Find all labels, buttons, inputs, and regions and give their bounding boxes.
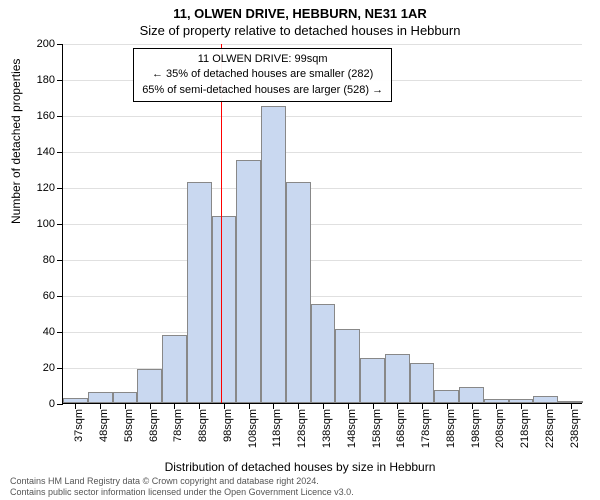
y-tick-label: 60	[43, 290, 55, 302]
x-tick-label: 148sqm	[346, 409, 358, 448]
y-axis-title: Number of detached properties	[9, 59, 23, 224]
histogram-bar	[162, 335, 187, 403]
x-tick-label: 68sqm	[148, 409, 160, 442]
y-tick	[57, 44, 63, 45]
grid-line	[63, 152, 582, 153]
x-tick-label: 158sqm	[371, 409, 383, 448]
histogram-bar	[187, 182, 212, 403]
page-title-sub: Size of property relative to detached ho…	[0, 21, 600, 38]
y-tick	[57, 224, 63, 225]
y-tick-label: 200	[37, 38, 55, 50]
x-tick-label: 88sqm	[197, 409, 209, 442]
x-tick-label: 178sqm	[420, 409, 432, 448]
y-tick-label: 120	[37, 182, 55, 194]
histogram-bar	[410, 363, 435, 403]
x-tick-label: 138sqm	[321, 409, 333, 448]
x-tick-label: 78sqm	[172, 409, 184, 442]
histogram-bar	[137, 369, 162, 403]
x-tick-label: 218sqm	[519, 409, 531, 448]
y-tick-label: 140	[37, 146, 55, 158]
x-tick-label: 238sqm	[569, 409, 581, 448]
annotation-line: 65% of semi-detached houses are larger (…	[142, 83, 383, 98]
annotation-line: ← 35% of detached houses are smaller (28…	[142, 67, 383, 82]
histogram-chart: 02040608010012014016018020037sqm48sqm58s…	[62, 44, 582, 404]
histogram-bar	[88, 392, 113, 403]
histogram-bar	[459, 387, 484, 403]
y-tick	[57, 188, 63, 189]
histogram-bar	[335, 329, 360, 403]
x-tick-label: 128sqm	[296, 409, 308, 448]
histogram-bar	[533, 396, 558, 403]
x-tick-label: 228sqm	[544, 409, 556, 448]
y-tick	[57, 368, 63, 369]
y-tick-label: 180	[37, 74, 55, 86]
annotation-box: 11 OLWEN DRIVE: 99sqm ← 35% of detached …	[133, 48, 392, 102]
grid-line	[63, 296, 582, 297]
y-tick	[57, 260, 63, 261]
footer-line: Contains HM Land Registry data © Crown c…	[10, 476, 354, 487]
x-tick-label: 58sqm	[123, 409, 135, 442]
y-tick-label: 100	[37, 218, 55, 230]
x-axis-title: Distribution of detached houses by size …	[0, 460, 600, 474]
histogram-bar	[286, 182, 311, 403]
y-tick	[57, 80, 63, 81]
x-tick-label: 118sqm	[271, 409, 283, 447]
x-tick-label: 108sqm	[247, 409, 259, 448]
x-tick-label: 37sqm	[73, 409, 85, 442]
grid-line	[63, 188, 582, 189]
x-tick-label: 208sqm	[494, 409, 506, 448]
y-tick	[57, 404, 63, 405]
page-title-main: 11, OLWEN DRIVE, HEBBURN, NE31 1AR	[0, 0, 600, 21]
histogram-bar	[385, 354, 410, 403]
grid-line	[63, 260, 582, 261]
histogram-bar	[311, 304, 336, 403]
y-tick	[57, 296, 63, 297]
x-tick-label: 48sqm	[98, 409, 110, 442]
footer-attribution: Contains HM Land Registry data © Crown c…	[10, 476, 354, 498]
y-tick	[57, 152, 63, 153]
annotation-line: 11 OLWEN DRIVE: 99sqm	[142, 52, 383, 67]
x-tick-label: 168sqm	[395, 409, 407, 448]
histogram-bar	[236, 160, 261, 403]
x-tick-label: 188sqm	[445, 409, 457, 448]
y-tick	[57, 332, 63, 333]
y-tick-label: 160	[37, 110, 55, 122]
grid-line	[63, 224, 582, 225]
grid-line	[63, 44, 582, 45]
footer-line: Contains public sector information licen…	[10, 487, 354, 498]
grid-line	[63, 116, 582, 117]
histogram-bar	[212, 216, 237, 403]
y-tick	[57, 116, 63, 117]
y-tick-label: 0	[49, 398, 55, 410]
y-tick-label: 20	[43, 362, 55, 374]
histogram-bar	[434, 390, 459, 403]
histogram-bar	[360, 358, 385, 403]
y-tick-label: 80	[43, 254, 55, 266]
histogram-bar	[261, 106, 286, 403]
x-tick-label: 198sqm	[470, 409, 482, 448]
x-tick-label: 98sqm	[222, 409, 234, 442]
y-tick-label: 40	[43, 326, 55, 338]
histogram-bar	[113, 392, 138, 403]
